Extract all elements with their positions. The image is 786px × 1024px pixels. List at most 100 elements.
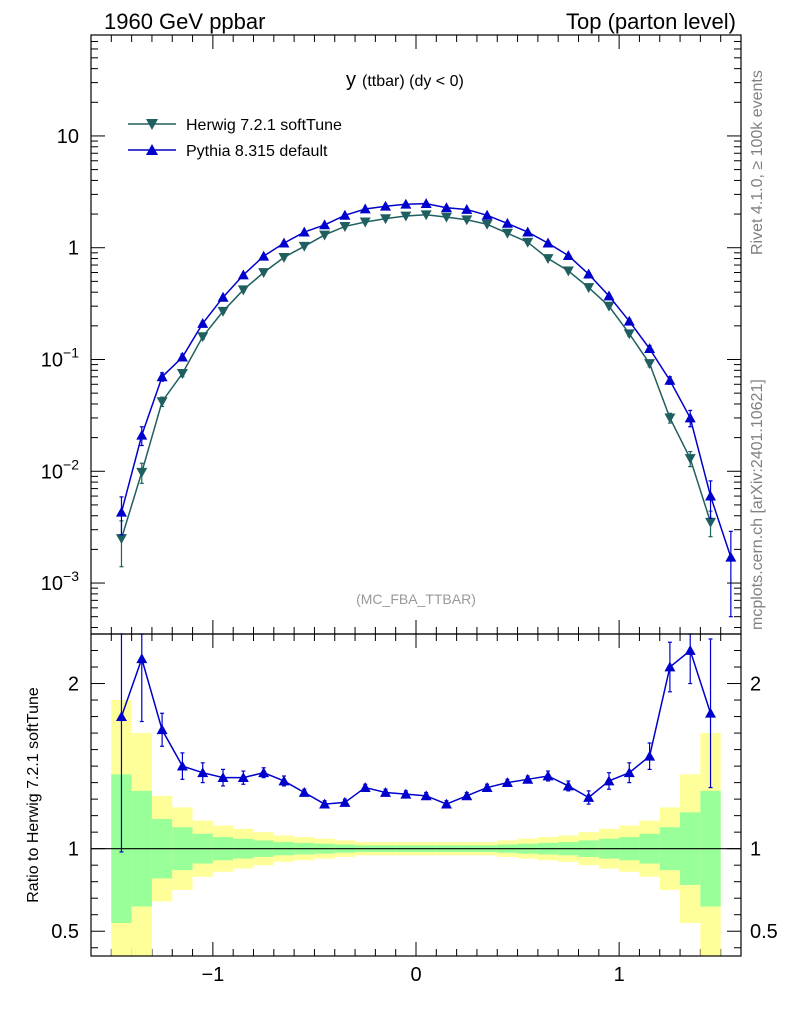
ratio-y-tick-label-left: 2: [68, 674, 79, 696]
ratio-pythia-line: [120, 649, 712, 805]
analysis-watermark: (MC_FBA_TTBAR): [356, 591, 476, 607]
pythia-point: [136, 429, 148, 440]
ratio-pythia-point: [380, 787, 392, 797]
pythia-point: [298, 226, 310, 237]
herwig-point: [623, 329, 635, 340]
y-tick-label-exponent: −2: [63, 456, 79, 472]
ratio-pythia-point: [522, 773, 534, 784]
herwig-point: [339, 222, 351, 232]
herwig-point: [298, 241, 310, 252]
x-tick-label: −1: [201, 964, 224, 986]
herwig-point: [115, 534, 127, 545]
ratio-pythia-point: [501, 777, 513, 788]
ratio-pythia-point: [339, 796, 351, 807]
pythia-point: [461, 203, 473, 214]
y-tick-label-base: 10: [41, 461, 63, 483]
y-tick-label-exponent: −1: [63, 344, 79, 360]
herwig-point: [176, 369, 188, 379]
ratio-pythia-point: [705, 707, 717, 718]
herwig-point: [217, 306, 229, 317]
ratio-pythia-point: [623, 767, 635, 778]
pythia-point: [440, 202, 452, 213]
ratio-pythia-point: [440, 798, 452, 809]
header-left: 1960 GeV ppbar: [104, 9, 265, 34]
pythia-point: [522, 226, 534, 237]
ratio-pythia-point: [258, 767, 270, 778]
ratio-pythia-point: [278, 775, 290, 786]
pythia-point: [400, 198, 412, 209]
pythia-point: [623, 315, 635, 326]
pythia-point: [542, 237, 554, 248]
ratio-pythia-point: [542, 770, 554, 781]
ratio-pythia-point: [644, 750, 656, 761]
pythia-point: [583, 268, 595, 279]
ratio-pythia-point: [583, 791, 595, 802]
ratio-pythia-point: [603, 775, 615, 786]
ratio-pythia-point: [176, 760, 188, 771]
ratio-pythia-point: [664, 661, 676, 672]
x-tick-label: 1: [614, 964, 625, 986]
ratio-pythia-point: [562, 780, 574, 791]
pythia-point: [237, 269, 249, 280]
x-tick-label: 0: [410, 964, 421, 986]
ratio-y-tick-label-right: 1: [750, 839, 761, 861]
pythia-point: [176, 351, 188, 362]
legend-marker-pythia: [146, 144, 158, 155]
ratio-pythia-point: [319, 798, 331, 809]
y-tick-label-base: 10: [41, 573, 63, 595]
herwig-point: [440, 212, 452, 223]
plot-title-main: y: [346, 69, 356, 91]
herwig-point: [501, 228, 513, 239]
legend-marker-herwig: [146, 119, 158, 130]
herwig-line: [120, 214, 712, 539]
pythia-point: [258, 250, 270, 261]
pythia-point: [278, 237, 290, 248]
legend-entry-pythia: Pythia 8.315 default: [128, 143, 328, 160]
y-tick-label: 10−3: [41, 568, 79, 595]
pythia-point: [420, 198, 432, 209]
main-plot-area: [115, 198, 737, 618]
pythia-point: [501, 217, 513, 228]
herwig-point: [319, 230, 331, 241]
header-right: Top (parton level): [566, 9, 736, 34]
y-tick-label-base: 10: [41, 349, 63, 371]
pythia-point: [359, 203, 371, 214]
legend-entry-herwig: Herwig 7.2.1 softTune: [128, 117, 342, 134]
legend-label-pythia: Pythia 8.315 default: [186, 143, 328, 160]
ratio-plot-area: [91, 633, 741, 956]
ratio-pythia-point: [400, 788, 412, 799]
pythia-point: [319, 219, 331, 230]
ratio-pythia-point: [461, 790, 473, 801]
mcplots-reference-label: mcplots.cern.ch [arXiv:2401.10621]: [749, 379, 766, 630]
legend: Herwig 7.2.1 softTune Pythia 8.315 defau…: [128, 117, 342, 160]
herwig-point: [481, 219, 493, 230]
ratio-panel: 0.5 0.5 1 1 2 2 Ratio to Herwig 7.2.1 softTun…: [25, 633, 778, 957]
pythia-point: [644, 343, 656, 354]
herwig-point: [684, 454, 696, 465]
x-tick-labels: −1 0 1: [201, 964, 624, 986]
ratio-y-tick-label-right: 2: [750, 674, 761, 696]
ratio-frame: [90, 633, 742, 957]
legend-label-herwig: Herwig 7.2.1 softTune: [186, 117, 342, 134]
herwig-point: [420, 210, 432, 221]
herwig-point: [156, 397, 168, 408]
herwig-point: [400, 211, 412, 222]
ratio-y-axis-label: Ratio to Herwig 7.2.1 softTune: [25, 687, 42, 903]
pythia-point: [115, 506, 127, 517]
herwig-point: [542, 254, 554, 265]
herwig-point: [278, 252, 290, 263]
herwig-point: [664, 413, 676, 424]
ratio-pythia-point: [237, 772, 249, 783]
y-tick-label: 1: [68, 238, 79, 260]
ratio-pythia-point: [217, 772, 229, 783]
ratio-pythia-point: [197, 767, 209, 778]
pythia-point: [481, 209, 493, 220]
ratio-pythia-point: [420, 790, 432, 801]
pythia-point: [725, 551, 737, 562]
y-tick-label-exponent: −3: [63, 568, 79, 584]
herwig-point: [197, 332, 209, 343]
herwig-point: [136, 467, 148, 478]
